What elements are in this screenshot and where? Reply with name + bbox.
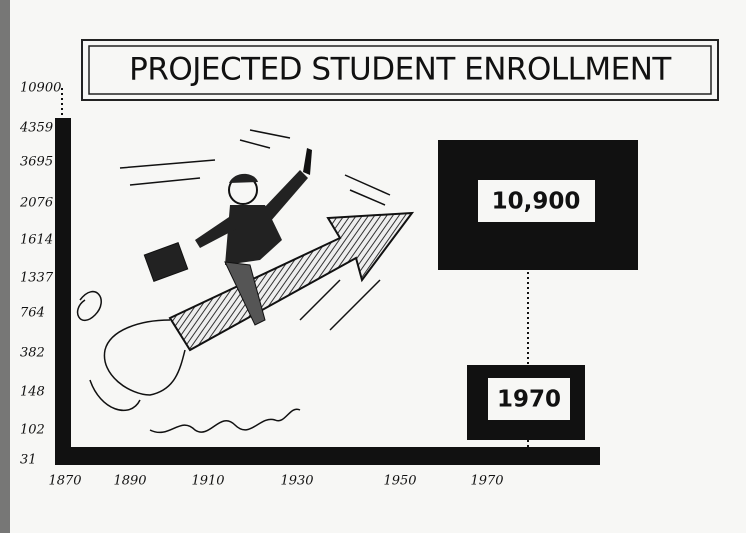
x-label: 1870 bbox=[48, 474, 81, 489]
y-label: 1337 bbox=[20, 271, 54, 286]
x-label: 1890 bbox=[113, 474, 146, 489]
scan-edge bbox=[0, 0, 10, 533]
x-label: 1970 bbox=[470, 474, 503, 489]
x-label: 1910 bbox=[191, 474, 224, 489]
y-label: 10900 bbox=[20, 81, 61, 96]
y-label: 764 bbox=[20, 306, 45, 321]
y-axis-bar bbox=[55, 118, 71, 464]
y-label: 31 bbox=[20, 453, 37, 468]
y-label: 4359 bbox=[19, 121, 53, 136]
x-label: 1930 bbox=[280, 474, 313, 489]
title: PROJECTED STUDENT ENROLLMENT bbox=[129, 52, 672, 88]
y-label: 148 bbox=[20, 385, 45, 400]
y-label: 3695 bbox=[20, 155, 53, 170]
y-label: 2076 bbox=[19, 196, 53, 211]
x-label: 1950 bbox=[383, 474, 416, 489]
x-axis-bar bbox=[55, 447, 600, 465]
y-label: 102 bbox=[20, 423, 45, 438]
year-callout: 1970 bbox=[497, 387, 561, 413]
page: PROJECTED STUDENT ENROLLMENT 10,900 1970… bbox=[0, 0, 746, 533]
y-label: 1614 bbox=[20, 233, 53, 248]
y-label: 382 bbox=[20, 346, 45, 361]
value-callout: 10,900 bbox=[492, 189, 581, 215]
